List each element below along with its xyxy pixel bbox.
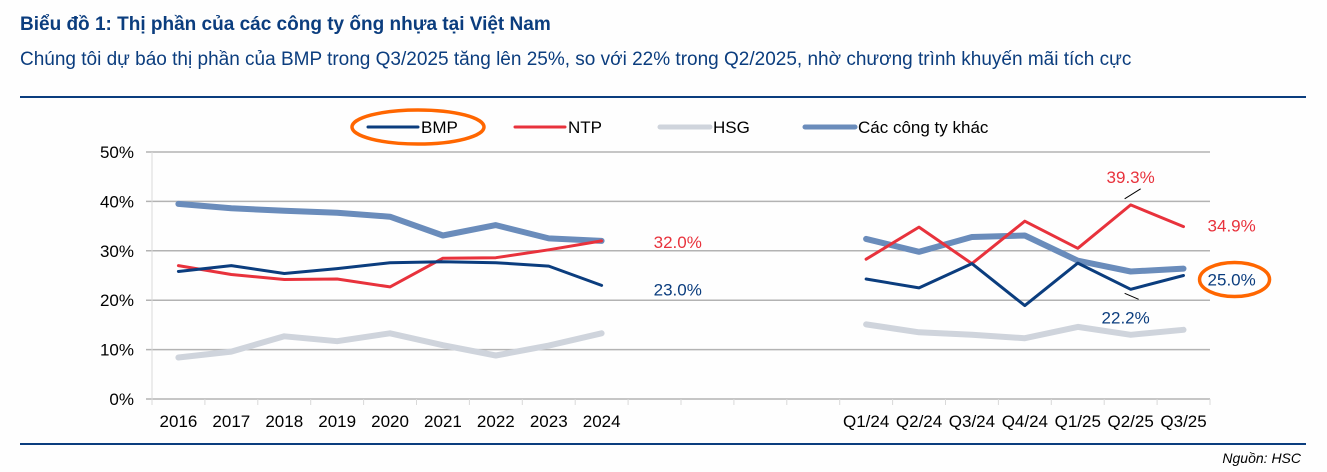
- series-line-các-công-ty-khác: [175, 200, 605, 244]
- legend: BMP NTP HSG Các công ty khác: [350, 108, 989, 146]
- y-tick-label: 30%: [100, 242, 134, 261]
- data-label: 32.0%: [654, 233, 702, 252]
- x-tick-label: 2022: [477, 412, 515, 431]
- legend-label: NTP: [568, 118, 602, 137]
- y-axis: 0% 10% 20% 30% 40% 50%: [100, 143, 134, 409]
- highlight-ellipse: [1197, 260, 1272, 299]
- data-label: 22.2%: [1102, 308, 1150, 327]
- x-tick-label: Q2/25: [1107, 412, 1153, 431]
- source-note: Nguồn: HSC: [1222, 450, 1301, 466]
- y-tick-label: 10%: [100, 341, 134, 360]
- x-axis: 2016 2017 2018 2019 2020 2021 2022 2023 2024 Q1/2…: [151, 399, 1211, 431]
- y-tick-label: 40%: [100, 192, 134, 211]
- y-tick-label: 20%: [100, 291, 134, 310]
- x-tick-label: Q4/24: [1002, 412, 1048, 431]
- x-tick-label: 2018: [265, 412, 303, 431]
- series-lines: [175, 200, 1187, 361]
- data-label: 23.0%: [654, 280, 702, 299]
- data-label: 39.3%: [1107, 168, 1155, 187]
- x-tick-label: 2017: [212, 412, 250, 431]
- leader-line: [1124, 292, 1139, 300]
- legend-label: HSG: [713, 118, 750, 137]
- chart-subtitle: Chúng tôi dự báo thị phần của BMP trong …: [20, 49, 1132, 70]
- x-tick-label: 2016: [160, 412, 198, 431]
- data-label: 34.9%: [1208, 217, 1256, 236]
- series-line-ntp: [864, 203, 1185, 266]
- series-line-hsg: [863, 321, 1187, 342]
- leader-line: [1124, 188, 1141, 200]
- series-line-bmp: [864, 261, 1185, 308]
- series-line-hsg: [175, 330, 605, 361]
- x-tick-label: Q2/24: [896, 412, 942, 431]
- series-line-bmp: [176, 260, 604, 287]
- footer-divider: [20, 443, 1306, 445]
- line-chart: BMP NTP HSG Các công ty khác 0% 10% 20% 30% 40%…: [100, 108, 1272, 431]
- x-tick-label: Q3/24: [949, 412, 995, 431]
- data-label: 25.0%: [1208, 271, 1256, 290]
- x-tick-label: Q1/25: [1055, 412, 1101, 431]
- x-tick-label: 2020: [371, 412, 409, 431]
- series-line-ntp: [176, 239, 604, 289]
- x-tick-label: 2021: [424, 412, 462, 431]
- chart-title: Biểu đồ 1: Thị phần của các công ty ống …: [20, 14, 551, 35]
- gridlines: [146, 151, 1210, 405]
- legend-label: Các công ty khác: [858, 118, 989, 137]
- x-tick-label: Q3/25: [1160, 412, 1206, 431]
- series-line-các-công-ty-khác: [863, 232, 1187, 275]
- x-tick-label: 2019: [318, 412, 356, 431]
- y-tick-label: 0%: [109, 390, 134, 409]
- x-tick-label: 2023: [530, 412, 568, 431]
- x-tick-label: 2024: [583, 412, 621, 431]
- header-divider: [20, 96, 1306, 98]
- legend-label: BMP: [421, 118, 458, 137]
- y-tick-label: 50%: [100, 143, 134, 162]
- x-tick-label: Q1/24: [843, 412, 889, 431]
- data-labels: 32.0% 23.0% 39.3% 34.9% 22.2% 25.0%: [654, 168, 1272, 327]
- highlight-ellipse: [350, 108, 486, 146]
